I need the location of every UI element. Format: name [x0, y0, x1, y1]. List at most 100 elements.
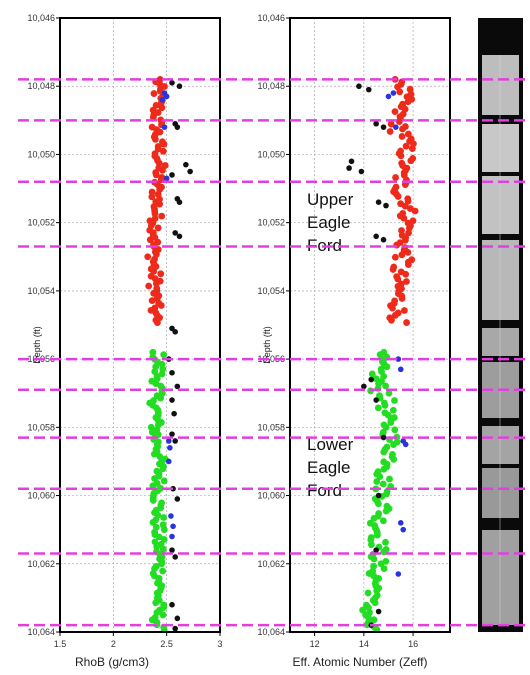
upper-label-line-1: Upper	[307, 190, 354, 209]
zeff-data-point	[401, 202, 409, 210]
rhob-data-point	[183, 161, 189, 168]
zeff-data-point	[387, 120, 395, 128]
zeff-data-point	[379, 480, 387, 488]
rhob-data-point	[150, 90, 158, 97]
zeff-y-tick-label: 10,046	[257, 13, 285, 23]
zeff-data-point	[373, 120, 379, 127]
rhob-data-point	[158, 560, 165, 568]
zeff-data-point	[368, 541, 375, 549]
rhob-data-point	[152, 599, 160, 607]
rhob-data-point	[169, 397, 175, 403]
zeff-data-point	[404, 98, 412, 106]
rhob-data-point	[159, 97, 166, 103]
rhob-data-point	[169, 431, 175, 437]
zeff-y-tick-label: 10,056	[257, 354, 285, 364]
zeff-panel: 10,046 10,048 10,050 10,052 10,054 10,056 10,0…	[257, 13, 451, 669]
zeff-x-tick-label: 16	[408, 639, 418, 649]
rhob-data-point	[169, 533, 175, 540]
zeff-data-point	[398, 133, 406, 140]
rhob-plot-frame	[59, 17, 221, 633]
zeff-data-point	[380, 465, 388, 473]
rhob-data-point	[172, 554, 178, 560]
zeff-data-point	[370, 555, 378, 563]
zeff-data-point	[397, 152, 405, 160]
lower-label-line-3: Ford	[307, 481, 342, 500]
zeff-data-point	[359, 606, 367, 614]
rhob-data-point	[169, 601, 175, 608]
core-photo-strip	[478, 18, 523, 632]
zeff-data-point	[376, 473, 384, 481]
upper-label-line-2: Eagle	[307, 213, 350, 232]
zeff-data-point	[390, 441, 397, 448]
rhob-data-point	[160, 526, 168, 534]
rhob-x-tick-label: 2	[111, 639, 116, 649]
rhob-y-tick-label: 10,058	[27, 422, 55, 432]
rhob-data-point	[174, 124, 181, 130]
rhob-data-point	[159, 567, 167, 575]
rhob-data-point	[159, 465, 167, 473]
zeff-data-point	[407, 157, 415, 165]
rhob-data-point	[157, 270, 165, 278]
upper-eagle-ford-label: Upper Eagle Ford	[307, 190, 354, 255]
zeff-data-point	[391, 108, 399, 116]
zeff-data-point	[382, 423, 390, 431]
zeff-data-point	[390, 455, 398, 463]
zeff-data-point	[395, 571, 402, 577]
zeff-y-tick-label: 10,062	[257, 559, 285, 569]
zeff-data-point	[380, 236, 387, 243]
rhob-data-point	[149, 518, 157, 526]
rhob-x-tick-label: 3	[217, 639, 222, 649]
zeff-data-point	[375, 608, 382, 615]
rhob-data-point	[174, 615, 181, 622]
zeff-data-point	[373, 233, 379, 240]
zeff-data-point	[382, 538, 389, 546]
rhob-data-point	[176, 83, 183, 90]
zeff-data-point	[373, 531, 381, 539]
zeff-data-point	[368, 376, 375, 383]
zeff-data-point	[386, 128, 394, 135]
zeff-data-point	[375, 199, 382, 205]
zeff-data-point	[377, 560, 385, 568]
rhob-data-point	[169, 369, 175, 376]
zeff-data-point	[368, 370, 376, 378]
zeff-data-point	[358, 168, 365, 175]
rhob-data-point	[172, 230, 178, 236]
zeff-data-point	[385, 389, 393, 397]
rhob-data-point	[153, 543, 161, 551]
zeff-data-point	[370, 616, 378, 624]
zeff-data-point	[389, 304, 396, 312]
zeff-data-point	[400, 526, 407, 533]
rhob-data-point	[172, 329, 178, 335]
rhob-data-point	[167, 445, 173, 451]
zeff-data-point	[383, 202, 389, 209]
rhob-data-point	[148, 193, 156, 201]
zeff-x-axis-label: Eff. Atomic Number (Zeff)	[293, 655, 428, 669]
rhob-data-point	[157, 302, 165, 309]
zeff-data-point	[376, 351, 384, 359]
zeff-data-point	[373, 547, 379, 553]
zeff-data-point	[403, 278, 410, 285]
rhob-data-point	[176, 233, 183, 240]
rhob-data-point	[168, 513, 174, 519]
rhob-y-tick-label: 10,054	[27, 286, 55, 296]
rhob-data-point	[159, 166, 166, 174]
zeff-data-point	[399, 125, 406, 133]
rhob-data-point	[171, 410, 177, 417]
rhob-data-point	[172, 625, 178, 632]
zeff-data-point	[364, 589, 372, 597]
zeff-data-point	[389, 266, 397, 273]
rhob-x-tick-label: 2.5	[160, 639, 173, 649]
zeff-data-point	[391, 397, 398, 404]
rhob-data-point	[163, 93, 170, 100]
rhob-data-point	[157, 394, 165, 402]
rhob-data-point	[160, 477, 168, 485]
zeff-data-point	[402, 441, 409, 448]
zeff-data-point	[400, 214, 408, 222]
zeff-data-point	[374, 404, 382, 412]
rhob-data-point	[148, 188, 156, 196]
rhob-data-point	[159, 545, 167, 553]
lower-label-line-1: Lower	[307, 435, 354, 454]
rhob-data-point	[152, 171, 160, 179]
rhob-data-point	[160, 536, 168, 543]
rhob-data-point	[149, 497, 157, 504]
